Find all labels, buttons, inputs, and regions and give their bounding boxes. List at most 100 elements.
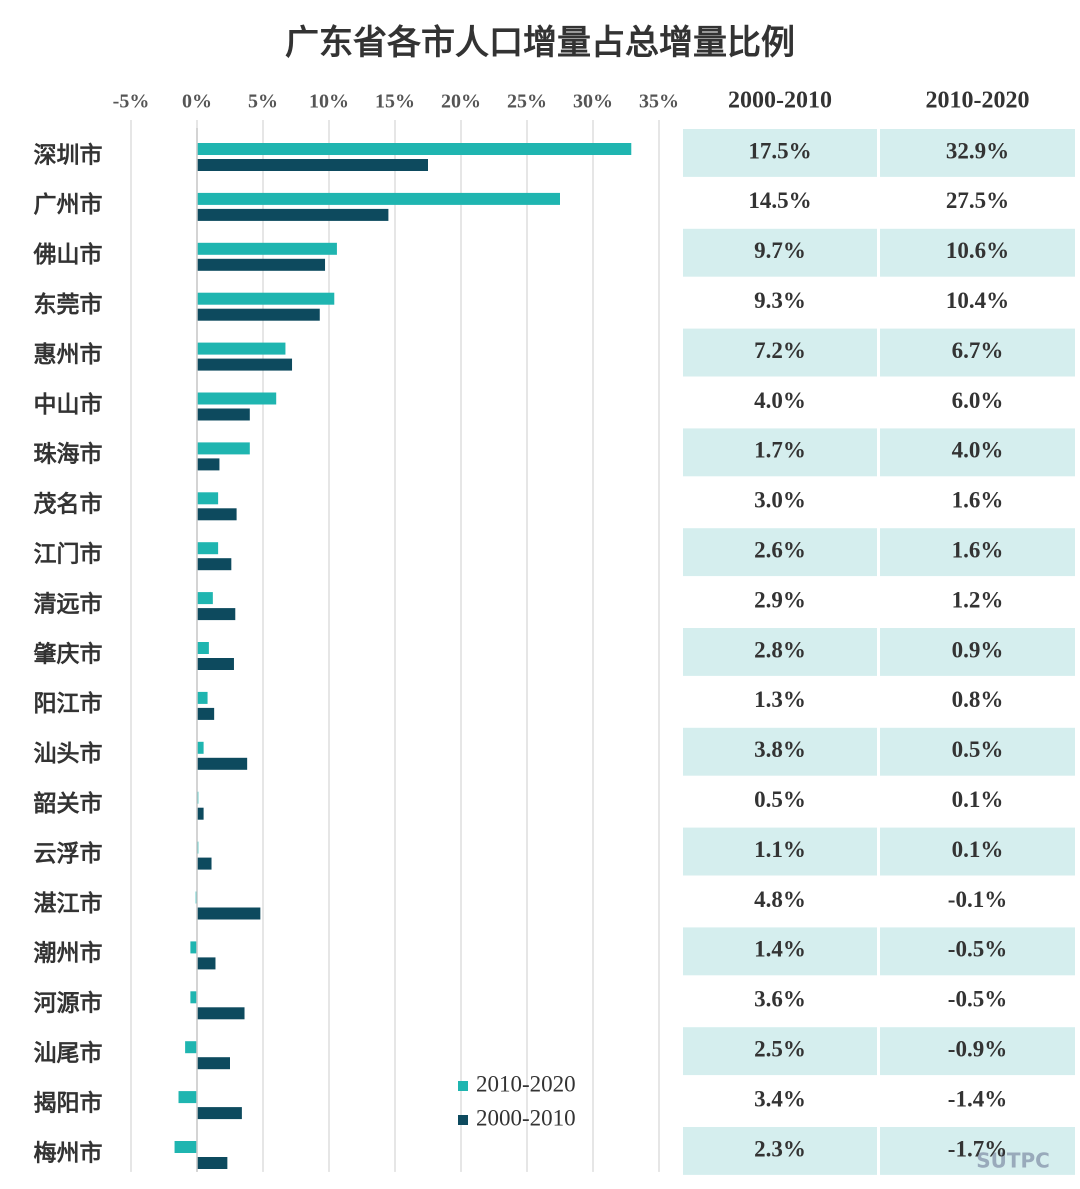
bar [197,608,236,621]
y-tick-label: 东莞市 [34,291,103,317]
table-header: 2000-2010 [728,88,832,114]
y-tick-label: 韶关市 [34,790,103,816]
bar [197,658,234,670]
table-row-band [683,727,877,776]
table-cell: 1.3% [754,687,806,712]
bar [197,392,277,405]
x-tick-label: 0% [182,91,212,113]
table-cell: 1.1% [754,837,806,862]
bar [197,592,213,605]
table-cell: -1.7% [948,1136,1007,1161]
y-tick-label: 江门市 [34,540,103,566]
y-tick-label: 汕头市 [34,740,103,766]
bar [197,458,220,471]
table-cell: -1.4% [948,1086,1007,1111]
y-tick-label: 河源市 [34,990,103,1016]
x-tick-label: 10% [309,91,349,113]
table-cell: 6.0% [952,388,1004,413]
table-row-band [683,1027,877,1076]
table-cell: 6.7% [952,338,1004,363]
x-tick-label: 20% [441,91,481,113]
table-cell: 2.3% [754,1136,806,1161]
bar [197,807,204,820]
legend-label: 2010-2020 [476,1071,576,1096]
watermark: SUTPC [976,1149,1050,1173]
table-cell: 2.5% [754,1036,806,1061]
table-row-band [880,328,1075,377]
table-cell: 0.5% [952,737,1004,762]
bar [197,907,261,920]
y-tick-label: 茂名市 [34,491,103,517]
bar [174,1141,197,1153]
y-tick-label: 阳江市 [34,690,103,716]
table-row-band [683,228,877,277]
table-cell: 4.8% [754,887,806,912]
bar [197,508,237,521]
table-cell: -0.9% [948,1036,1007,1061]
legend-swatch [458,1115,468,1125]
table-row-band [683,827,877,876]
y-tick-label: 潮州市 [34,940,103,966]
table-row-band [880,827,1075,876]
bar [197,292,335,305]
table-cell: 1.6% [952,488,1004,513]
y-tick-label: 云浮市 [34,840,103,866]
table-cell: 32.9% [946,138,1009,163]
bar [197,642,209,654]
table-cell: 4.0% [754,388,806,413]
x-tick-label: -5% [113,91,150,113]
table-cell: 1.6% [952,537,1004,562]
table-cell: 1.4% [754,937,806,962]
table-cell: 10.4% [946,288,1009,313]
bar [197,1107,242,1120]
table-cell: 2.9% [754,587,806,612]
table-cell: 0.1% [952,787,1004,812]
bar [197,342,286,355]
table-cell: 3.0% [754,488,806,513]
bar [197,691,208,704]
table-header: 2010-2020 [926,88,1030,114]
table-row-band [880,727,1075,776]
x-tick-label: 15% [375,91,415,113]
bar [197,757,248,770]
bar [190,991,197,1004]
bar [197,308,320,321]
table-cell: 3.4% [754,1086,806,1111]
table-cell: -0.5% [948,987,1007,1012]
chart-title: 广东省各市人口增量占总增量比例 [285,23,795,62]
table-cell: 9.3% [754,288,806,313]
bar [185,1041,197,1054]
table-row-band [683,428,877,477]
table-cell: 2.6% [754,537,806,562]
table-cell: 9.7% [754,238,806,263]
bar [197,492,219,505]
bar [197,857,212,870]
bar [197,1157,228,1169]
bar [197,741,204,754]
table-cell: -0.5% [948,937,1007,962]
table-cell: 10.6% [946,238,1009,263]
table-cell: -0.1% [948,887,1007,912]
table-cell: 0.1% [952,837,1004,862]
table-cell: 27.5% [946,188,1009,213]
bar [197,542,219,555]
table-cell: 0.9% [952,637,1004,662]
legend-swatch [458,1081,468,1091]
table-row-band [880,628,1075,676]
bar [197,192,560,205]
x-tick-label: 30% [573,91,613,113]
table-row-band [880,528,1075,577]
bar [197,159,428,171]
table-row-band [683,528,877,577]
table-cell: 1.2% [952,587,1004,612]
legend-label: 2000-2010 [476,1105,576,1130]
table-row-band [683,1127,877,1175]
y-tick-label: 清远市 [34,590,103,616]
y-tick-label: 惠州市 [34,341,103,367]
bar [178,1091,197,1104]
table-cell: 0.8% [952,687,1004,712]
table-row-band [880,1027,1075,1076]
bar [197,442,250,455]
y-tick-label: 汕尾市 [34,1039,103,1065]
